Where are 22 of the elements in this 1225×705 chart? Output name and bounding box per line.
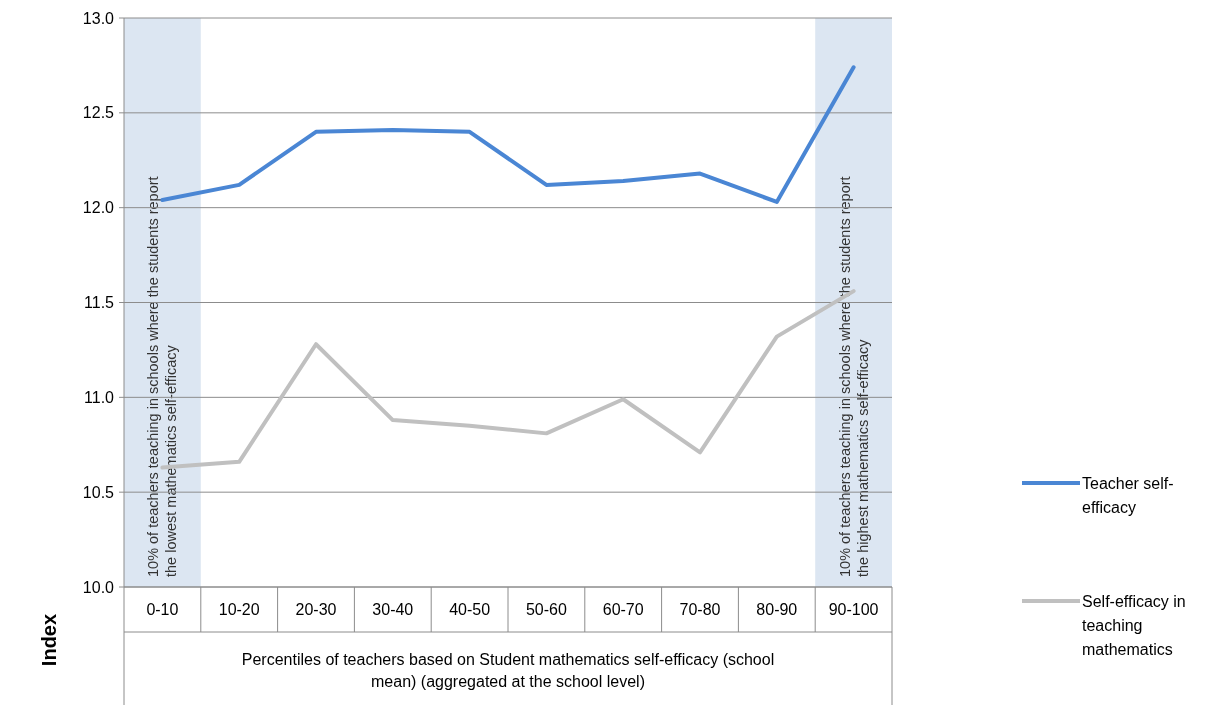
x-tick-label: 10-20	[218, 601, 260, 618]
x-tick-label: 80-90	[756, 601, 798, 618]
x-tick-label: 20-30	[295, 601, 337, 618]
y-tick-label: 12.0	[82, 199, 115, 217]
x-tick-label: 50-60	[525, 601, 567, 618]
legend-label: Teacher self-efficacy	[1082, 475, 1174, 516]
band-label: 10% of teachers teaching in schools where the students report the lowest mathematics self-efficacy	[145, 176, 180, 577]
y-tick-label: 11.0	[84, 388, 115, 406]
x-tick-label: 70-80	[679, 601, 721, 618]
y-tick-label: 10.0	[82, 578, 115, 596]
y-tick-label: 13.0	[82, 9, 115, 27]
x-tick-label: 40-50	[449, 601, 491, 618]
x-tick-label: 90-100	[828, 601, 879, 618]
x-tick-label: 60-70	[602, 601, 644, 618]
y-tick-label: 11.5	[84, 294, 115, 312]
y-tick-label: 10.5	[82, 483, 115, 501]
y-tick-label: 12.5	[82, 104, 115, 122]
x-tick-label: 30-40	[372, 601, 414, 618]
x-axis-title: Percentiles of teachers based on Student mathematics self-efficacy (school mean) (aggregated at the school level)	[241, 651, 775, 690]
x-tick-label: 0-10	[146, 601, 179, 618]
y-axis-title: Index	[38, 613, 60, 667]
legend-label: Self-efficacy in teaching mathematics	[1082, 593, 1186, 658]
